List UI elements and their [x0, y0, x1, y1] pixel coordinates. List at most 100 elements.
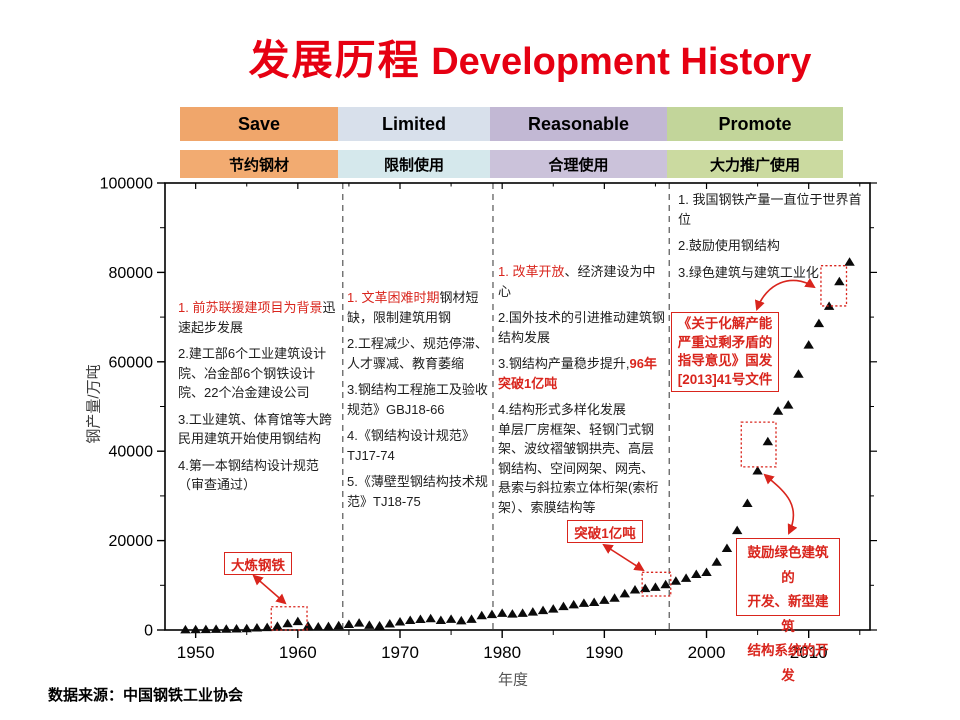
note-text: 3.钢结构产量稳步提升, — [498, 356, 630, 371]
highlight-box — [270, 606, 308, 631]
data-point — [394, 617, 406, 626]
note-text: 2.建工部6个工业建筑设计院、冶金部6个钢铁设计院、22个冶金建设公司 — [178, 346, 327, 400]
data-point — [772, 406, 784, 415]
data-point — [640, 583, 651, 593]
data-point — [221, 624, 232, 633]
data-point — [844, 257, 855, 266]
x-tick-label: 1950 — [177, 643, 215, 662]
data-point — [180, 624, 191, 634]
note-text: 2.鼓励使用钢结构 — [678, 238, 780, 253]
data-point — [200, 624, 212, 634]
note-item: 4.结构形式多样化发展 单层厂房框架、轻钢门式钢架、波纹褶皱钢拱壳、高层钢结构、… — [498, 400, 666, 517]
data-point — [568, 599, 579, 609]
period-notes-3: 1. 改革开放、经济建设为中心 2.国外技术的引进推动建筑钢结构发展 3.钢结构产量… — [498, 262, 666, 524]
data-point — [527, 607, 539, 616]
data-point — [711, 557, 722, 566]
data-point — [476, 610, 487, 620]
phase-cell-row1-1: Save — [180, 107, 338, 141]
annotation-arrow — [754, 278, 816, 311]
x-tick-label: 1980 — [483, 643, 521, 662]
note-item: 2.建工部6个工业建筑设计院、冶金部6个钢铁设计院、22个冶金建设公司 — [178, 344, 338, 403]
x-tick-label: 1970 — [381, 643, 419, 662]
note-text: 3.绿色建筑与建筑工业化 — [678, 264, 819, 280]
note-text-red: 1. 文革困难时期 — [347, 290, 440, 305]
data-point — [374, 620, 385, 630]
data-point — [619, 588, 630, 598]
data-point — [364, 620, 375, 629]
data-point — [629, 584, 641, 594]
note-text: 4.结构形式多样化发展 单层厂房框架、轻钢门式钢架、波纹褶皱钢拱壳、高层钢结构、… — [498, 402, 659, 515]
note-text-red: 1. 前苏联援建项目为背景 — [178, 300, 323, 315]
y-tick-label: 80000 — [109, 265, 154, 282]
callout-line: 《关于化解产能 — [677, 316, 773, 331]
note-text-red: 96年突破1亿吨 — [498, 356, 657, 391]
data-point — [353, 618, 365, 627]
phase-band-chinese: 节约钢材 限制使用 合理使用 大力推广使用 — [180, 150, 843, 178]
note-text: 5.《薄壁型钢结构技术规范》TJ18-75 — [347, 474, 488, 509]
data-point — [292, 616, 304, 626]
data-point — [742, 498, 753, 508]
data-point — [558, 601, 569, 611]
note-item: 4.《钢结构设计规范》TJ17-74 — [347, 426, 497, 465]
data-point — [670, 576, 682, 585]
note-item: 2.国外技术的引进推动建筑钢结构发展 — [498, 308, 666, 347]
y-tick-label: 20000 — [109, 533, 154, 550]
data-point — [548, 604, 559, 613]
data-point — [415, 614, 426, 624]
data-source: 数据来源：中国钢铁工业协会 — [48, 687, 244, 704]
highlight-box — [740, 421, 777, 468]
data-point — [405, 615, 416, 624]
data-point — [834, 276, 845, 286]
data-point — [496, 608, 508, 617]
page-title: 发展历程 Development History — [100, 26, 960, 86]
data-point — [507, 609, 518, 618]
callout-line: [2013]41号文件 — [677, 371, 773, 387]
period-notes-2: 1. 文革困难时期钢材短缺，限制建筑用钢 2.工程减少、规范停滞、人才骤减、教育萎… — [347, 288, 497, 518]
note-item: 3.绿色建筑与建筑工业化 — [678, 263, 864, 283]
data-point — [660, 579, 671, 589]
data-point — [793, 369, 804, 378]
phase-band-english: Save Limited Reasonable Promote — [180, 107, 843, 141]
note-item: 1. 文革困难时期钢材短缺，限制建筑用钢 — [347, 288, 497, 327]
highlight-box — [641, 571, 672, 597]
data-point — [609, 593, 620, 602]
data-point — [813, 318, 825, 328]
note-text: 3.工业建筑、体育馆等大跨民用建筑开始使用钢结构 — [178, 411, 332, 447]
note-text: 钢材短缺，限制建筑用钢 — [347, 290, 479, 325]
phase-cell-row2-1: 节约钢材 — [180, 150, 338, 178]
note-text: 、经济建设为中心 — [498, 264, 656, 299]
note-text: 1. 我国钢铁产量一直位于世界首位 — [678, 192, 862, 227]
data-point — [731, 525, 743, 535]
callout-line: 指导意见》国发 — [677, 353, 773, 369]
callout-line: 鼓励绿色建筑的 — [747, 545, 829, 585]
note-text: 迅速起步发展 — [178, 300, 336, 335]
data-point — [588, 597, 600, 606]
data-point — [302, 621, 314, 630]
note-text: 2.国外技术的引进推动建筑钢结构发展 — [498, 310, 665, 345]
data-point — [783, 400, 794, 409]
period-notes-1: 1. 前苏联援建项目为背景迅速起步发展 2.建工部6个工业建筑设计院、冶金部6个钢… — [178, 298, 338, 502]
data-point — [251, 623, 263, 632]
data-point — [486, 609, 498, 619]
note-item: 3.钢结构产量稳步提升,96年突破1亿吨 — [498, 354, 666, 393]
data-point — [425, 613, 436, 623]
annotation-arrow — [602, 543, 645, 572]
highlight-box — [820, 265, 848, 307]
data-point — [333, 620, 344, 630]
phase-cell-row1-3: Reasonable — [490, 107, 667, 141]
callout-line: 严重过剩矛盾的 — [677, 334, 773, 350]
callout-box-1: 《关于化解产能 严重过剩矛盾的 指导意见》国发 [2013]41号文件 — [671, 312, 779, 392]
phase-cell-row2-3: 合理使用 — [490, 150, 667, 178]
x-axis-title: 年度 — [497, 671, 529, 689]
data-point — [537, 605, 549, 615]
note-text: 3.钢结构工程施工及验收规范》GBJ18-66 — [347, 382, 488, 417]
data-point — [282, 618, 293, 628]
annotation-arrow — [252, 574, 287, 605]
y-tick-label: 100000 — [100, 176, 153, 193]
data-point — [323, 621, 334, 631]
data-point — [210, 624, 222, 633]
data-point — [456, 615, 467, 625]
data-point — [762, 436, 774, 446]
note-item: 1. 改革开放、经济建设为中心 — [498, 262, 666, 301]
